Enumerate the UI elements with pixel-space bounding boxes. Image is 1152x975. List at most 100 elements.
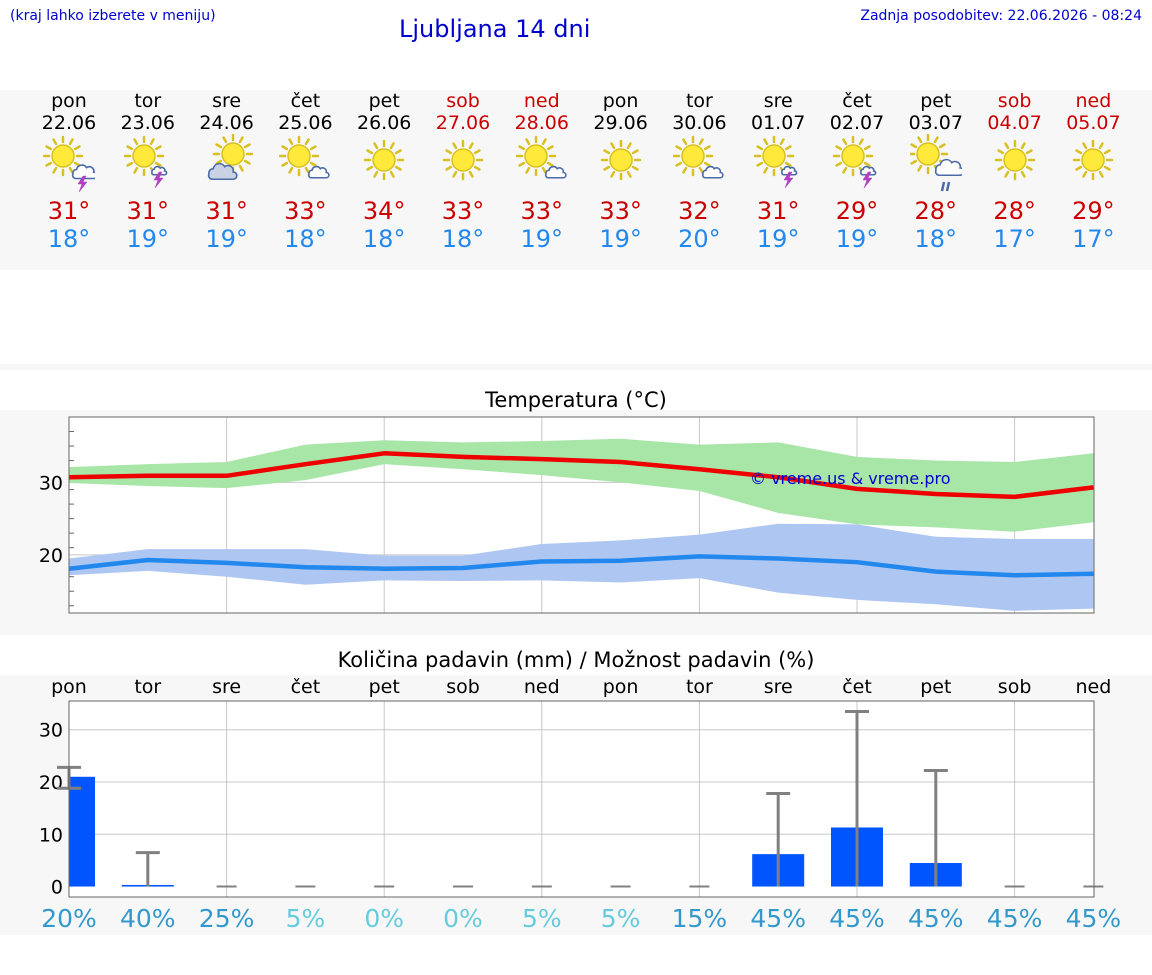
day-date: 03.07: [908, 112, 963, 134]
day-max-temp: 28°: [993, 197, 1036, 225]
day-max-temp: 31°: [126, 197, 170, 225]
day-column: čet 25.06 33° 18°: [265, 0, 345, 280]
day-date: 27.06: [435, 112, 491, 134]
precip-chance-label: 40%: [120, 904, 176, 933]
precip-chance-label: 15%: [672, 904, 728, 933]
day-min-temp: 19°: [835, 225, 879, 253]
day-column: ned 28.06 33° 19°: [502, 0, 582, 280]
day-min-temp: 17°: [1072, 225, 1115, 253]
day-max-temp: 31°: [47, 197, 91, 225]
day-date: 30.06: [672, 112, 727, 134]
day-min-temp: 19°: [126, 225, 170, 253]
day-column: tor 23.06 31° 19°: [108, 0, 188, 280]
temperature-chart-title: Temperatura (°C): [485, 388, 667, 412]
sun-cloud-rain-icon: [909, 134, 962, 192]
day-max-temp: 34°: [362, 197, 406, 225]
day-column: tor 30.06 32° 20°: [659, 0, 739, 280]
precip-chance-label: 5%: [286, 904, 326, 933]
sun-icon: [1073, 139, 1114, 181]
day-min-temp: 19°: [756, 225, 800, 253]
day-name: sob: [446, 90, 480, 112]
day-date: 22.06: [41, 112, 97, 134]
day-min-temp: 18°: [914, 225, 958, 253]
precip-chance-label: 20%: [41, 904, 97, 933]
day-name: ned: [523, 90, 560, 112]
day-min-temp: 18°: [47, 225, 91, 253]
y-tick-label: 10: [39, 824, 63, 846]
precip-x-label: tor: [134, 676, 161, 698]
separator-band: [0, 364, 1152, 370]
y-tick-label: 20: [39, 545, 63, 567]
sun-thunder-icon: [123, 135, 168, 189]
temperature-plot-frame: [68, 416, 1095, 614]
sun-cloud-thunder-icon: [43, 135, 95, 193]
sun-thunder-icon: [832, 135, 877, 189]
precip-x-label: sre: [764, 676, 793, 698]
precip-chance-label: 0%: [443, 904, 483, 933]
day-date: 23.06: [120, 112, 175, 134]
day-name: pon: [602, 90, 639, 112]
day-column: sob 27.06 33° 18°: [423, 0, 503, 280]
precip-x-label: pet: [369, 676, 400, 698]
day-name: čet: [842, 90, 872, 112]
precip-x-label: čet: [842, 676, 872, 698]
day-column: sre 24.06 31° 19°: [187, 0, 267, 280]
day-max-temp: 29°: [1072, 197, 1115, 225]
precip-x-label: pet: [920, 676, 951, 698]
day-min-temp: 19°: [205, 225, 248, 253]
day-name: ned: [1075, 90, 1112, 112]
precip-x-label: sob: [998, 676, 1032, 698]
day-min-temp: 17°: [993, 225, 1036, 253]
precip-x-label: pon: [603, 676, 639, 698]
day-name: sre: [212, 90, 242, 112]
day-date: 01.07: [750, 112, 806, 134]
min-temp-line: [68, 554, 1094, 578]
day-column: pet 26.06 34° 18°: [344, 0, 424, 280]
precip-plot-frame: [68, 700, 1095, 898]
precip-x-label: ned: [524, 676, 560, 698]
sun-behind-cloud-icon: [207, 134, 253, 181]
day-max-temp: 33°: [599, 197, 642, 225]
day-date: 25.06: [278, 112, 333, 134]
precip-x-label: tor: [686, 676, 713, 698]
precip-chance-label: 0%: [364, 904, 404, 933]
y-tick-label: 30: [39, 720, 63, 742]
day-column: čet 02.07 29° 19°: [817, 0, 897, 280]
day-min-temp: 20°: [678, 225, 721, 253]
day-min-temp: 18°: [441, 225, 485, 253]
sun-icon: [994, 139, 1035, 181]
day-column: pon 22.06 31° 18°: [29, 0, 109, 280]
day-name: pet: [920, 90, 952, 112]
day-name: sre: [763, 90, 793, 112]
day-max-temp: 33°: [441, 197, 485, 225]
precip-chance-label: 25%: [199, 904, 255, 933]
day-min-temp: 18°: [284, 225, 327, 253]
day-max-temp: 32°: [678, 197, 721, 225]
region-hint: (kraj lahko izberete v meniju): [10, 8, 216, 24]
day-name: tor: [685, 90, 713, 112]
precip-x-label: ned: [1076, 676, 1112, 698]
day-max-temp: 29°: [835, 197, 879, 225]
day-date: 02.07: [829, 112, 885, 134]
day-name: sob: [997, 90, 1032, 112]
precip-chance-label: 45%: [829, 904, 885, 933]
day-column: sre 01.07 31° 19°: [738, 0, 818, 280]
y-tick-label: 0: [51, 877, 63, 899]
precip-x-label: čet: [291, 676, 321, 698]
day-date: 26.06: [356, 112, 412, 134]
day-min-temp: 19°: [599, 225, 642, 253]
forecast-band: [0, 90, 1152, 270]
sun-icon: [363, 139, 405, 181]
sun-small-cloud-icon: [279, 135, 330, 179]
day-column: pon 29.06 33° 19°: [581, 0, 661, 280]
day-date: 29.06: [593, 112, 648, 134]
day-min-temp: 19°: [520, 225, 564, 253]
precip-x-label: sre: [212, 676, 241, 698]
day-name: čet: [290, 90, 321, 112]
day-date: 24.06: [199, 112, 254, 134]
day-max-temp: 31°: [756, 197, 800, 225]
sun-small-cloud-icon: [515, 135, 567, 179]
max-temp-line: [68, 451, 1094, 500]
forecast-days: pon 22.06 31° 18° tor 23.06 31° 19° sre 24.06 31° 1…: [0, 0, 1152, 280]
